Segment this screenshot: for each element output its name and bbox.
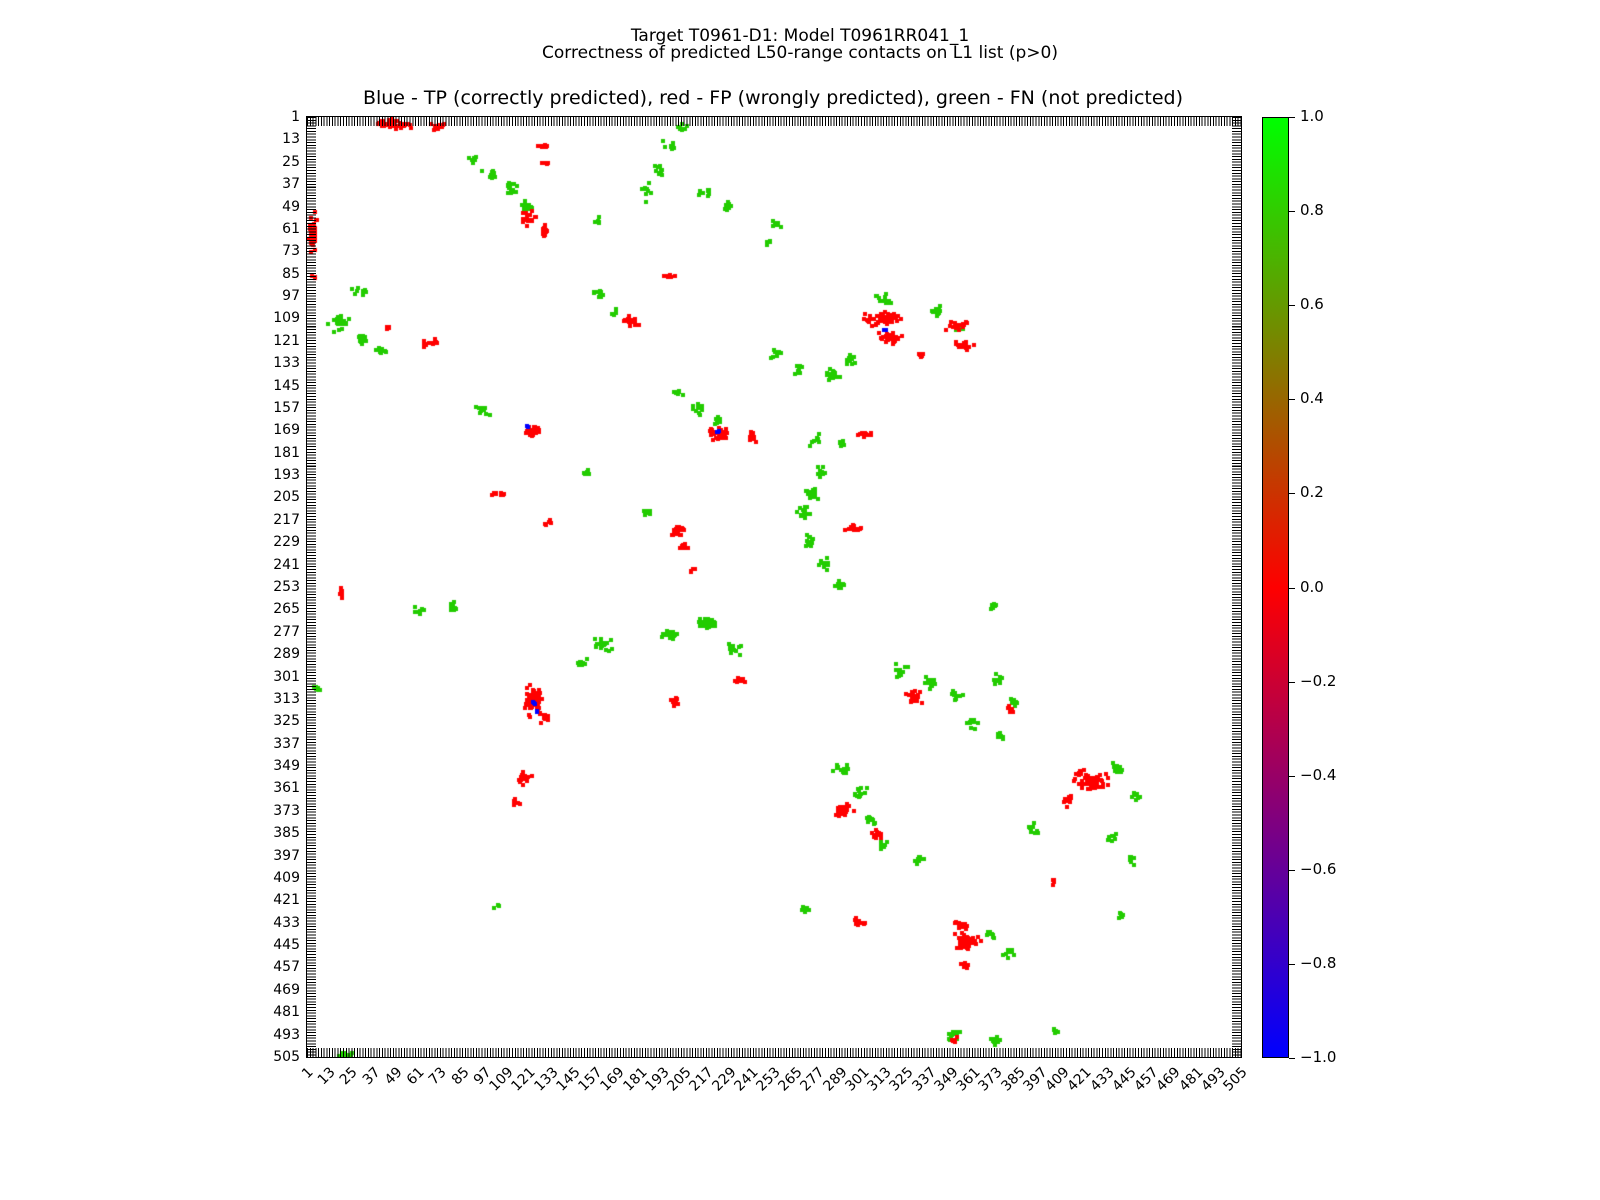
colorbar-tick-label: 0.8 xyxy=(1300,201,1324,220)
colorbar-tick-mark xyxy=(1289,399,1295,400)
y-tick-label: 337 xyxy=(273,735,300,752)
y-tick-label: 157 xyxy=(273,399,300,416)
y-tick-label: 229 xyxy=(273,534,300,551)
y-tick-label: 325 xyxy=(273,713,300,730)
y-tick-label: 253 xyxy=(273,579,300,595)
y-axis-tick-labels: 1 13 25 37 49 61 73 85 97 109 121 133 145 157 169 181 19… xyxy=(250,0,300,1200)
colorbar-tick-label: −0.4 xyxy=(1300,765,1337,784)
y-tick-label: 373 xyxy=(273,802,300,819)
y-tick-label: 109 xyxy=(273,310,300,327)
y-tick-label: 61 xyxy=(282,220,300,237)
colorbar xyxy=(1262,117,1289,1058)
colorbar-tick-label: 0.6 xyxy=(1300,295,1324,314)
figure-suptitle-line-1: Target T0961-D1: Model T0961RR041_1 xyxy=(630,26,970,46)
colorbar-tick-label: 1.0 xyxy=(1300,107,1324,125)
y-tick-label: 217 xyxy=(273,511,300,528)
y-tick-label: 193 xyxy=(273,467,300,484)
y-tick-label: 505 xyxy=(273,1049,300,1065)
colorbar-tick-mark xyxy=(1289,493,1295,494)
y-tick-label: 145 xyxy=(273,377,300,394)
y-tick-label: 445 xyxy=(273,937,300,954)
y-tick-label: 361 xyxy=(273,780,300,797)
contact-map-axes xyxy=(306,116,1242,1058)
y-tick-label: 169 xyxy=(273,422,300,439)
y-tick-label: 205 xyxy=(273,489,300,506)
y-tick-label: 397 xyxy=(273,847,300,864)
y-tick-label: 97 xyxy=(282,288,300,305)
y-tick-label: 73 xyxy=(282,243,300,260)
figure-suptitle-line-2: Correctness of predicted L50-range conta… xyxy=(542,43,1058,63)
colorbar-gradient xyxy=(1263,118,1288,1057)
y-tick-label: 493 xyxy=(273,1026,300,1043)
y-tick-label: 385 xyxy=(273,825,300,842)
colorbar-tick-label: −0.2 xyxy=(1300,671,1337,690)
y-tick-label: 433 xyxy=(273,914,300,931)
colorbar-tick-mark xyxy=(1289,211,1295,212)
colorbar-tick-label: −1.0 xyxy=(1300,1048,1337,1066)
colorbar-tick-label: 0.0 xyxy=(1300,577,1324,596)
y-tick-label: 49 xyxy=(282,198,300,215)
colorbar-tick-label: 0.2 xyxy=(1300,483,1324,502)
colorbar-tick-mark xyxy=(1289,305,1295,306)
y-tick-label: 1 xyxy=(291,109,300,125)
y-tick-label: 313 xyxy=(273,690,300,707)
colorbar-tick-mark xyxy=(1289,682,1295,683)
y-tick-label: 37 xyxy=(282,176,300,193)
y-tick-label: 481 xyxy=(273,1004,300,1021)
y-tick-label: 121 xyxy=(273,332,300,349)
colorbar-tick-mark xyxy=(1289,870,1295,871)
y-tick-label: 277 xyxy=(273,623,300,640)
y-tick-label: 241 xyxy=(273,556,300,573)
y-tick-label: 421 xyxy=(273,892,300,909)
contact-map-canvas xyxy=(307,117,1241,1057)
y-tick-label: 457 xyxy=(273,959,300,976)
colorbar-tick-mark xyxy=(1289,117,1295,118)
colorbar-tick-label: −0.8 xyxy=(1300,953,1337,972)
y-tick-label: 265 xyxy=(273,601,300,618)
y-tick-label: 181 xyxy=(273,444,300,461)
y-tick-label: 301 xyxy=(273,668,300,685)
colorbar-tick-mark xyxy=(1289,964,1295,965)
colorbar-tick-mark xyxy=(1289,1058,1295,1059)
colorbar-tick-label: −0.6 xyxy=(1300,859,1337,878)
colorbar-tick-mark xyxy=(1289,776,1295,777)
y-tick-label: 133 xyxy=(273,355,300,372)
y-tick-label: 349 xyxy=(273,758,300,775)
y-tick-label: 85 xyxy=(282,265,300,282)
y-tick-label: 289 xyxy=(273,646,300,663)
y-tick-label: 409 xyxy=(273,869,300,886)
y-tick-label: 13 xyxy=(282,131,300,148)
y-tick-label: 25 xyxy=(282,153,300,170)
y-tick-label: 469 xyxy=(273,981,300,998)
axes-title-legend-description: Blue - TP (correctly predicted), red - F… xyxy=(362,87,1184,109)
colorbar-tick-label: 0.4 xyxy=(1300,389,1324,408)
colorbar-tick-mark xyxy=(1289,588,1295,589)
